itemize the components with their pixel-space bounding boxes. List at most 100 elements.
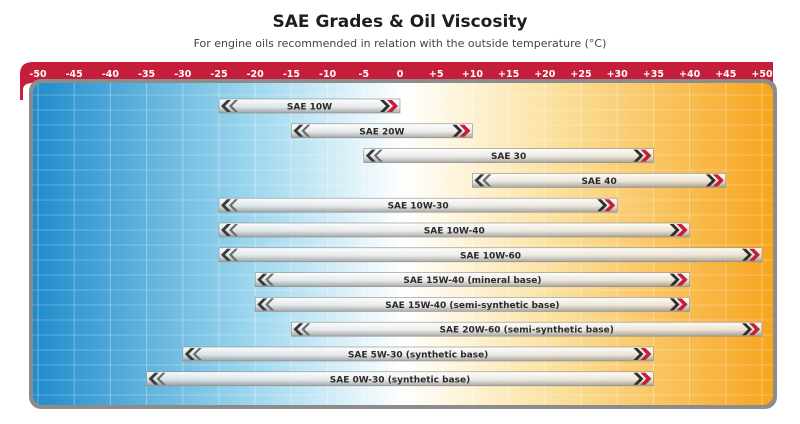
bar-body [291,321,763,337]
bar-label: SAE 20W-60 (semi-synthetic base) [440,326,614,336]
bar-tail-chevron [229,224,238,236]
viscosity-bar: SAE 5W-30 (synthetic base) [182,346,654,362]
bar-body [146,371,654,387]
bar-arrow-chevron [669,298,680,311]
bar-body [218,222,690,238]
viscosity-bar: SAE 15W-40 (semi-synthetic base) [254,297,690,312]
bar-tail-chevron [373,149,383,162]
bar-label: SAE 20W [359,127,404,137]
viscosity-bar: SAE 40 [472,173,727,188]
bar-arrow-chevron [640,348,652,360]
bar-tail-chevron [184,348,195,360]
x-tick-label: -5 [359,69,370,80]
viscosity-bar: SAE 30 [363,148,654,163]
x-tick-label: +30 [607,69,629,80]
bar-tail-chevron [482,174,492,187]
x-tick-label: -15 [283,69,300,80]
bar-label: SAE 10W-60 [460,251,521,261]
bar-tail-chevron [257,298,268,311]
bar-arrow-chevron [669,273,680,286]
viscosity-bar: SAE 10W-40 [218,222,690,238]
x-tick-label: -30 [174,69,192,80]
bar-label: SAE 30 [491,152,526,162]
bar-body [182,346,654,362]
x-tick-label: -50 [29,69,47,80]
bar-arrow-chevron [705,174,716,187]
bar-tail-chevron [265,298,275,311]
x-tick-label: -45 [66,69,83,80]
x-tick-label: -25 [210,69,227,80]
bar-arrow-chevron [749,248,760,261]
bar-arrow-chevron [640,372,652,385]
bar-arrow-chevron [597,199,608,212]
bar-arrow-chevron [742,248,752,261]
bar-body [218,197,618,213]
bar-label: SAE 10W-30 [388,202,449,212]
bar-tail-chevron [257,273,268,286]
bar-tail-chevron [156,372,166,385]
bar-tail-chevron [301,124,311,137]
bar-body [254,297,690,312]
x-tick-label: +15 [498,69,519,80]
bar-body [218,247,763,263]
bar-label: SAE 5W-30 (synthetic base) [348,351,488,361]
bar-arrow-chevron [742,323,752,336]
bar-arrow-chevron [640,149,652,162]
bar-label: SAE 10W [287,103,332,113]
bar-label: SAE 0W-30 (synthetic base) [330,375,470,385]
chart-title: SAE Grades & Oil Viscosity [272,12,528,32]
bar-body [218,98,401,114]
x-tick-label: +10 [462,69,484,80]
viscosity-bar: SAE 10W-30 [218,197,618,213]
x-tick-label: +50 [751,69,773,80]
bar-tail-chevron [221,199,231,212]
bar-tail-chevron [293,323,304,336]
bar-tail-chevron [221,248,231,261]
chart-subtitle: For engine oils recommended in relation … [193,37,607,50]
bar-tail-chevron [265,273,275,286]
x-tick-label: 0 [397,69,404,80]
bar-tail-chevron [474,174,485,187]
bar-arrow-chevron [452,124,463,137]
x-tick-label: +25 [570,69,591,80]
bar-tail-chevron [192,348,202,360]
bar-label: SAE 40 [581,177,616,187]
x-tick-label: +5 [429,69,444,80]
x-tick-label: +35 [643,69,664,80]
bar-tail-chevron [301,323,311,336]
bar-tail-chevron [229,248,238,261]
bar-arrow-chevron [459,124,471,137]
bar-tail-chevron [221,100,231,112]
bar-body [254,272,690,287]
x-tick-label: -35 [138,69,155,80]
viscosity-bar: SAE 0W-30 (synthetic base) [146,371,654,387]
x-tick-label: -10 [319,69,337,80]
bar-tail-chevron [229,100,238,112]
bar-arrow-chevron [712,174,724,187]
bar-label: SAE 15W-40 (semi-synthetic base) [385,301,559,311]
bar-arrow-chevron [749,323,760,336]
bar-arrow-chevron [633,372,644,385]
viscosity-bar: SAE 20W-60 (semi-synthetic base) [291,321,763,337]
viscosity-bar: SAE 15W-40 (mineral base) [254,272,690,287]
viscosity-bar: SAE 20W [291,123,473,139]
bar-arrow-chevron [633,149,644,162]
x-tick-label: -20 [247,69,265,80]
x-tick-label: +45 [715,69,736,80]
bar-tail-chevron [365,149,376,162]
bar-body [472,173,727,188]
bar-body [363,148,654,163]
bar-arrow-chevron [669,224,680,236]
bar-arrow-chevron [676,298,688,311]
bar-tail-chevron [221,224,231,236]
bar-arrow-chevron [633,348,644,360]
x-tick-label: +20 [534,69,556,80]
bar-arrow-chevron [380,100,390,112]
bar-arrow-chevron [676,224,688,236]
bar-tail-chevron [148,372,159,385]
bar-arrow-chevron [676,273,688,286]
viscosity-bar: SAE 10W [218,98,401,114]
bar-label: SAE 10W-40 [424,227,485,237]
viscosity-bar: SAE 10W-60 [218,247,763,263]
